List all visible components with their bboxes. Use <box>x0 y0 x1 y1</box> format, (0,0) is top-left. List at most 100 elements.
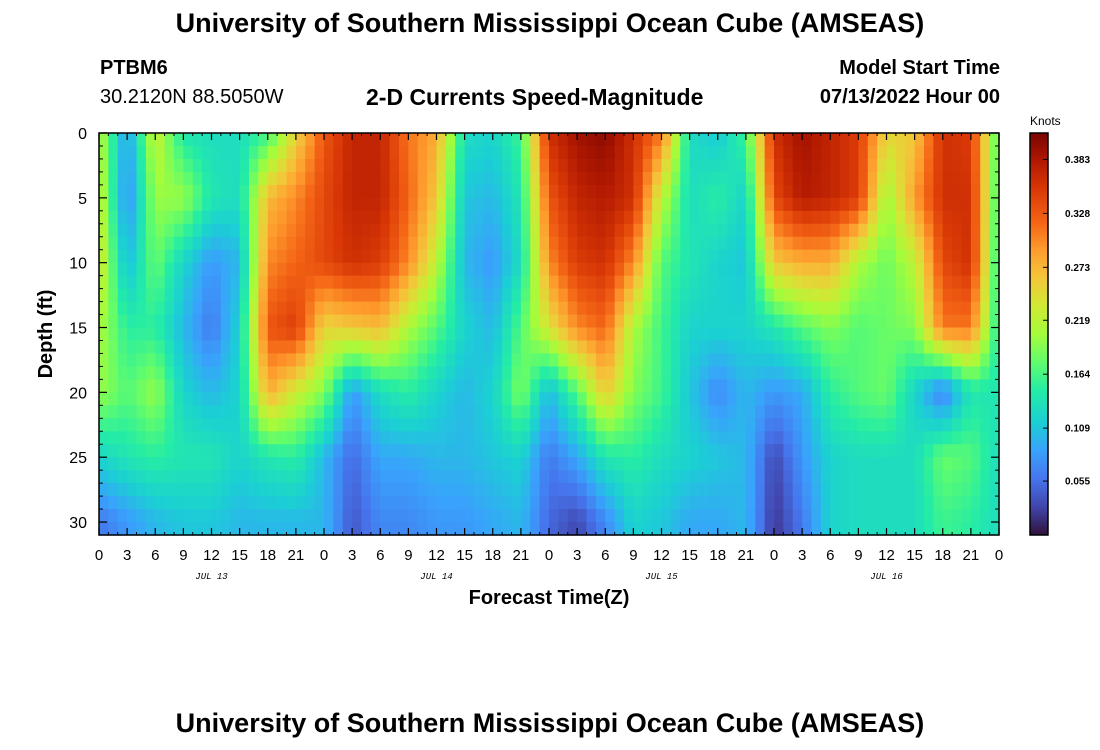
heatmap-cell <box>202 314 213 329</box>
heatmap-cell <box>877 223 888 238</box>
heatmap-cell <box>858 379 869 393</box>
heatmap-cell <box>249 223 259 238</box>
heatmap-cell <box>745 379 756 393</box>
heatmap-cell <box>811 431 822 445</box>
heatmap-cell <box>830 301 841 316</box>
heatmap-cell <box>624 171 634 186</box>
heatmap-cell <box>586 392 597 406</box>
heatmap-cell <box>436 210 447 225</box>
heatmap-cell <box>352 457 363 471</box>
heatmap-cell <box>633 249 644 264</box>
heatmap-cell <box>820 210 831 225</box>
heatmap-cell <box>164 275 175 290</box>
heatmap-cell <box>314 392 325 406</box>
heatmap-cell <box>164 444 175 458</box>
heatmap-cell <box>595 379 606 393</box>
heatmap-cell <box>389 457 400 471</box>
heatmap-cell <box>558 483 569 497</box>
heatmap-cell <box>305 470 316 484</box>
heatmap-cell <box>286 418 297 432</box>
heatmap-cell <box>699 288 709 303</box>
heatmap-cell <box>811 340 822 355</box>
heatmap-cell <box>567 405 578 419</box>
heatmap-cell <box>174 262 184 277</box>
heatmap-cell <box>811 262 822 277</box>
heatmap-cell <box>558 288 569 303</box>
heatmap-cell <box>520 522 531 536</box>
heatmap-cell <box>99 509 109 523</box>
heatmap-cell <box>342 288 353 303</box>
heatmap-cell <box>520 431 531 445</box>
heatmap-cell <box>455 405 466 419</box>
heatmap-cell <box>389 444 400 458</box>
heatmap-cell <box>314 158 325 173</box>
heatmap-cell <box>633 509 644 523</box>
heatmap-cell <box>464 496 475 510</box>
heatmap-cell <box>549 431 559 445</box>
heatmap-cell <box>727 184 738 199</box>
heatmap-cell <box>239 366 250 380</box>
y-tick-label: 0 <box>78 126 87 143</box>
heatmap-cell <box>164 249 175 264</box>
heatmap-cell <box>155 509 166 523</box>
heatmap-cell <box>633 327 644 342</box>
heatmap-cell <box>249 133 259 147</box>
x-tick-label: 0 <box>95 547 103 564</box>
heatmap-cell <box>745 327 756 342</box>
heatmap-cell <box>295 249 306 264</box>
heatmap-cell <box>164 145 175 160</box>
heatmap-cell <box>380 470 391 484</box>
heatmap-cell <box>295 171 306 186</box>
heatmap-cell <box>305 327 316 342</box>
heatmap-cell <box>605 392 616 406</box>
heatmap-cell <box>333 327 344 342</box>
heatmap-cell <box>558 353 569 368</box>
heatmap-cell <box>942 353 953 368</box>
heatmap-cell <box>174 145 184 160</box>
heatmap-cell <box>858 470 869 484</box>
heatmap-cell <box>661 133 672 147</box>
heatmap-cell <box>286 340 297 355</box>
heatmap-cell <box>417 340 428 355</box>
heatmap-cell <box>652 405 663 419</box>
x-tick-label: 9 <box>179 547 187 564</box>
heatmap-cell <box>952 405 963 419</box>
heatmap-cell <box>877 158 888 173</box>
heatmap-cell <box>905 327 916 342</box>
heatmap-cell <box>295 392 306 406</box>
heatmap-cell <box>745 197 756 212</box>
heatmap-cell <box>895 145 906 160</box>
heatmap-cell <box>624 210 634 225</box>
heatmap-cell <box>502 249 513 264</box>
heatmap-cell <box>127 431 138 445</box>
heatmap-cell <box>802 366 813 380</box>
heatmap-cell <box>980 405 991 419</box>
heatmap-cell <box>670 444 681 458</box>
heatmap-cell <box>886 236 897 251</box>
heatmap-cell <box>455 470 466 484</box>
heatmap-cell <box>492 457 503 471</box>
x-tick-label: 15 <box>906 547 923 564</box>
heatmap-cell <box>877 133 888 147</box>
heatmap-cell <box>117 145 128 160</box>
heatmap-cell <box>230 340 241 355</box>
heatmap-cell <box>417 133 428 147</box>
heatmap-cell <box>755 184 766 199</box>
heatmap-cell <box>202 379 213 393</box>
heatmap-cell <box>333 223 344 238</box>
heatmap-cell <box>464 353 475 368</box>
heatmap-cell <box>605 483 616 497</box>
x-tick-label: 6 <box>601 547 609 564</box>
heatmap-cell <box>745 314 756 329</box>
heatmap-cell <box>145 262 156 277</box>
heatmap-cell <box>174 366 184 380</box>
heatmap-cell <box>633 340 644 355</box>
heatmap-cell <box>774 392 784 406</box>
heatmap-cell <box>670 418 681 432</box>
heatmap-cell <box>464 509 475 523</box>
heatmap-cell <box>577 133 588 147</box>
heatmap-cell <box>230 483 241 497</box>
heatmap-cell <box>586 418 597 432</box>
heatmap-cell <box>736 236 747 251</box>
heatmap-cell <box>399 379 409 393</box>
